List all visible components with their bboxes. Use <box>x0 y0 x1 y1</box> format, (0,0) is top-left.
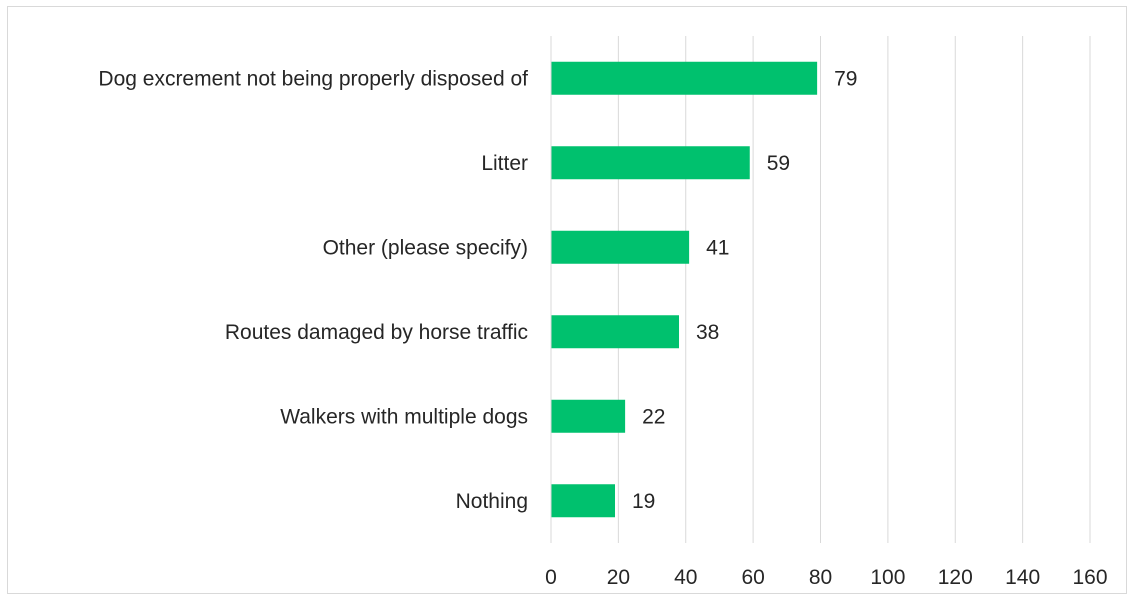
bar <box>551 315 680 349</box>
data-labels: 79 59 41 38 22 19 <box>632 67 857 513</box>
data-label: 19 <box>632 490 655 513</box>
data-label: 22 <box>642 405 665 428</box>
x-tick-label: 100 <box>870 566 905 589</box>
category-label: Routes damaged by horse traffic <box>225 321 528 344</box>
data-label: 59 <box>767 152 790 175</box>
category-label: Litter <box>481 152 528 175</box>
x-tick-label: 0 <box>545 566 557 589</box>
x-tick-label: 120 <box>938 566 973 589</box>
bar <box>551 484 616 518</box>
gridlines <box>617 36 1091 543</box>
x-tick-label: 40 <box>674 566 697 589</box>
x-axis-tick-labels: 0 20 40 60 80 100 120 140 160 <box>545 566 1107 589</box>
category-label: Nothing <box>456 490 528 513</box>
category-label: Walkers with multiple dogs <box>280 405 528 428</box>
bar <box>551 399 626 433</box>
bar <box>551 61 818 95</box>
x-tick-label: 80 <box>809 566 832 589</box>
x-tick-label: 20 <box>607 566 630 589</box>
x-tick-label: 60 <box>741 566 764 589</box>
category-label: Dog excrement not being properly dispose… <box>98 67 528 90</box>
x-tick-label: 140 <box>1005 566 1040 589</box>
bars <box>551 61 818 518</box>
category-label: Other (please specify) <box>323 236 528 259</box>
bar <box>551 146 750 180</box>
category-labels: Dog excrement not being properly dispose… <box>98 67 528 513</box>
data-label: 79 <box>834 67 857 90</box>
data-label: 41 <box>706 236 729 259</box>
data-label: 38 <box>696 321 719 344</box>
x-tick-label: 160 <box>1072 566 1107 589</box>
bar <box>551 230 690 264</box>
